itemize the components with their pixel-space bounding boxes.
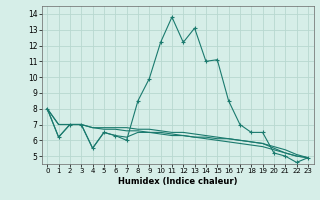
X-axis label: Humidex (Indice chaleur): Humidex (Indice chaleur) — [118, 177, 237, 186]
